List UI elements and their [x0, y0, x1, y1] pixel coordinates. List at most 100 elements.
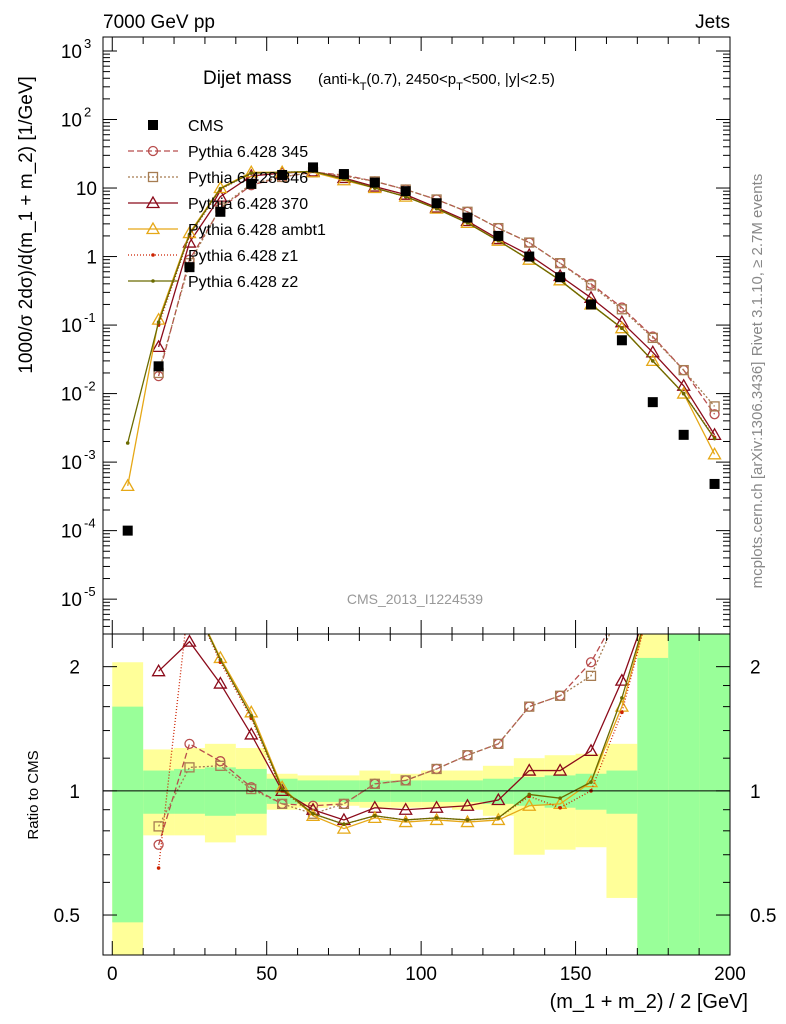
- cms-data-point: [524, 251, 535, 262]
- cms-data-point: [462, 212, 473, 223]
- legend-label-3: Pythia 6.428 ambt1: [188, 222, 326, 239]
- legend-marker-1: [147, 171, 159, 183]
- y-tick-exponent: -4: [84, 516, 96, 531]
- ratio-tick-label-right: 2: [750, 658, 761, 679]
- ratio-series-2-marker: [553, 763, 568, 776]
- y-tick-label: 1: [86, 248, 97, 269]
- ratio-series-4-marker: [682, 592, 686, 596]
- ratio-series-3-marker: [709, 588, 721, 599]
- series-5-marker: [249, 171, 254, 175]
- y-tick-base: 10: [76, 179, 97, 200]
- ratio-series-4-marker: [620, 710, 624, 715]
- ratio-series-3-marker: [398, 814, 413, 828]
- green-band-bin: [606, 770, 638, 814]
- ratio-series-2-marker: [429, 800, 444, 813]
- ratio-tick-label-right: 0.5: [750, 906, 776, 927]
- ratio-series-5-marker: [188, 592, 192, 596]
- title-cut-sub: T: [360, 81, 367, 93]
- ratio-series-2-marker: [583, 743, 599, 757]
- header-left: 7000 GeV pp: [103, 12, 215, 33]
- x-tick-label: 150: [560, 964, 592, 985]
- y-tick-exponent: -1: [84, 310, 96, 325]
- ratio-series-1-marker: [524, 701, 535, 712]
- ratio-series-1-marker: [493, 738, 504, 749]
- x-tick-label: 200: [714, 964, 746, 985]
- uncertainty-bands: [112, 634, 730, 955]
- ratio-series-0-marker: [710, 590, 719, 599]
- title-cut-part: <500, |y|<2.5): [463, 71, 555, 88]
- ratio-series-5-marker: [280, 787, 284, 791]
- ratio-series-0-marker: [648, 590, 657, 599]
- legend-marker-4: [151, 253, 155, 257]
- ratio-series-2-marker: [244, 727, 259, 740]
- legend-marker-cms: [148, 120, 158, 130]
- ratio-series-5-marker: [403, 818, 408, 822]
- yellow-band-bin: [606, 743, 638, 898]
- ratio-series-5-group: [188, 592, 686, 827]
- ratio-series: [151, 588, 721, 870]
- series-1-marker: [585, 280, 597, 291]
- ratio-series-1-marker: [338, 798, 350, 809]
- ratio-series-2-marker: [460, 798, 475, 811]
- ratio-series-3-marker: [491, 812, 506, 826]
- series-3-group: [120, 164, 722, 492]
- legend: CMS Pythia 6.428 345 Pythia 6.428 346 Pythi…: [128, 118, 326, 291]
- green-band-bin: [204, 767, 236, 816]
- ratio-series-3-marker: [583, 774, 599, 788]
- ratio-series-3-marker: [460, 814, 475, 828]
- ratio-tick-label-left: 1: [69, 782, 80, 803]
- green-band-bin: [544, 775, 576, 808]
- series-1-marker: [616, 304, 628, 315]
- ratio-series-2-marker: [614, 673, 630, 686]
- ratio-series-1-marker: [679, 590, 688, 599]
- ratio-series-5-marker: [682, 592, 686, 596]
- ratio-series-2-line: [158, 634, 640, 821]
- cms-data-point: [184, 262, 195, 273]
- y-axis-label: 1000/σ 2dσ)/d(m_1 + m_2) [1/GeV]: [16, 76, 37, 374]
- ratio-series-5-marker: [311, 811, 315, 816]
- cms-data-point: [431, 198, 442, 209]
- ratio-series-5-marker: [465, 818, 470, 822]
- y-tick-exponent: 3: [84, 36, 91, 51]
- series-2-marker: [676, 378, 691, 391]
- ratio-series-5-marker: [434, 816, 439, 820]
- y-tick-base: 10: [61, 522, 82, 543]
- y-tick-exponent: -2: [84, 379, 96, 394]
- ratio-series-5-marker: [527, 792, 532, 797]
- series-2-marker: [151, 339, 166, 353]
- series-5-marker: [187, 232, 192, 237]
- series-2-marker: [213, 189, 228, 202]
- y-tick-base: 1: [86, 248, 97, 269]
- series-3-marker: [614, 320, 630, 334]
- series-2-marker: [645, 345, 660, 358]
- analysis-id: CMS_2013_I1224539: [347, 591, 483, 607]
- y-tick-base: 10: [61, 385, 82, 406]
- cms-data-point: [277, 169, 288, 180]
- cms-data-point: [369, 177, 380, 188]
- legend-label-cms: CMS: [188, 118, 224, 135]
- y-tick-label: 10: [61, 42, 82, 63]
- ratio-series-3-line: [208, 634, 643, 830]
- ratio-tick-label-left: 2: [69, 658, 80, 679]
- cms-data-point: [338, 169, 349, 180]
- ratio-series-1-marker: [431, 763, 442, 775]
- ratio-series-1-marker: [246, 783, 257, 795]
- ratio-series-4-marker: [188, 592, 192, 596]
- ratio-series-0-marker: [585, 657, 597, 668]
- y-tick-exponent: -3: [84, 447, 96, 462]
- series-5-marker: [218, 186, 223, 191]
- mcplots-label: mcplots.cern.ch [arXiv:1306.3436]: [749, 362, 766, 589]
- y-tick-exponent: 2: [84, 105, 91, 120]
- ratio-series-4-marker: [713, 592, 717, 596]
- y-tick-label: 10: [61, 522, 82, 543]
- ratio-series-3-marker: [336, 821, 352, 834]
- series-5-marker: [125, 441, 130, 445]
- ratio-series-1-marker: [184, 762, 195, 773]
- cms-data-point: [616, 335, 627, 346]
- cms-data-point: [153, 361, 164, 372]
- legend-marker-3: [145, 221, 161, 235]
- ratio-plot-frame: [102, 633, 731, 956]
- ratio-series-2-group: [151, 634, 640, 826]
- legend-label-5: Pythia 6.428 z2: [188, 274, 298, 291]
